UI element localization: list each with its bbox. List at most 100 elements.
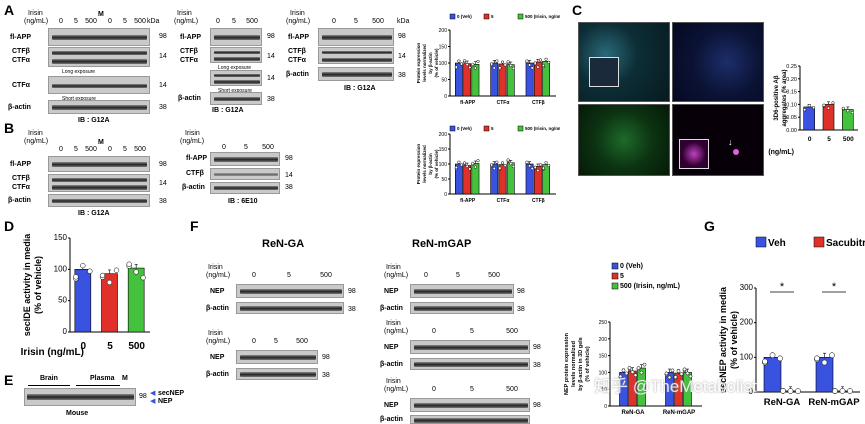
f5-irisin: Irisin [386,378,401,385]
legend-swatch [755,236,767,248]
dose-500: 500 [85,18,97,25]
mw-38: 38 [159,104,167,111]
y-tick-label: 250 [599,320,608,326]
data-point [826,106,831,110]
x-tick-label: CTFβ [532,198,545,204]
x-tick-label: CTFβ [532,100,545,106]
arrow-left-icon: ◀ [150,390,156,397]
data-point [498,166,502,170]
data-point [787,388,794,394]
data-point [685,371,690,376]
data-point [670,368,675,373]
row-ctfa: CTFα [12,57,30,64]
f-renmgap-title: ReN-mGAP [412,238,472,250]
blot-f1-nep [236,284,344,298]
row-a2-ctfb: CTFβ [180,48,198,55]
mw-a3-38: 38 [398,72,406,79]
y-tick-label: 100 [740,352,754,361]
y-tick-label: 0.15 [786,90,797,96]
y-tick-label: 0 [444,192,447,198]
data-point [500,60,505,64]
y-tick-label: 200 [740,318,754,327]
e-plasma: Plasma [90,375,115,382]
caption-a1: IB : G12A [78,117,110,124]
row-a2-actin: β-actin [178,95,201,102]
e-nep: NEP [158,398,173,405]
data-point [822,103,826,107]
f4-d500: 500 [506,328,518,335]
data-point [841,106,845,110]
data-point [457,160,461,164]
x-tick-label: ReN-GA [764,397,801,408]
x-tick-label: ReN-mGAP [808,397,860,408]
y-axis-label: (% of vehicle) [434,48,439,78]
data-point [509,64,513,68]
data-point [492,166,496,171]
f3-d0: 0 [424,272,428,279]
bar [542,164,550,195]
data-point [459,163,464,167]
data-point [688,374,693,379]
e-mouse: Mouse [66,410,89,417]
data-point [673,375,678,379]
b-mw-14: 14 [159,180,167,187]
dose-0d: 0 [332,18,336,25]
data-point [541,166,546,170]
inset-c-merge [589,57,619,87]
data-point [777,355,783,362]
data-point [630,370,635,374]
legend-swatch [449,125,456,132]
data-point [547,60,551,64]
f2-irisin: Irisin [208,330,223,337]
y-axis-label: by β-actin [428,52,433,74]
blot-f5-nep [410,398,530,412]
f3-unit: (ng/mL) [384,272,409,279]
y-tick-label: 50 [58,296,67,305]
f2-actin: β-actin [206,371,229,378]
blot-f3-actin [410,302,514,314]
dose-0c: 0 [216,18,220,25]
data-point [465,63,469,67]
f1-mw98: 98 [348,288,356,295]
irisin-label-3: Irisin [290,10,305,17]
y-tick-label: 50 [441,177,447,183]
panel-label-d: D [4,218,15,234]
x-axis-label-d: Irisin (ng/mL) [21,347,84,358]
data-point [471,161,475,165]
chart-g: 0 100 200 300 secNEP activity in media (% of … [718,236,865,408]
y-tick-label: 150 [54,233,68,242]
b-row-actin: β-actin [8,197,31,204]
x-tick-label: 5 [827,136,831,143]
data-point [490,62,494,66]
data-point [769,352,776,359]
chart-c: 0.00 0.05 0.10 0.15 0.20 0.25 3D6-positive Aβ a… [768,64,858,156]
data-point [544,161,548,165]
data-point [676,369,681,373]
row-a3-ctfb: CTFβ [288,48,306,55]
bar [498,164,507,195]
y-axis-label: 3D6-positive Aβ [774,75,780,120]
data-point [538,163,543,167]
f4-mw98: 98 [533,344,541,351]
blot-a2-flapp [210,28,262,46]
row-a2-ctfa: CTFα [180,57,198,64]
f-renga-title: ReN-GA [262,238,305,250]
blot-a3-ctf [318,47,394,64]
blot-e [24,388,136,406]
y-tick-label: 100 [599,370,608,376]
image-c-dapi [672,22,764,102]
b-dose-500b: 500 [134,146,146,153]
blot-a3-actin [318,67,394,81]
data-point [133,269,139,275]
legend-swatch [449,13,456,20]
y-tick-label: 0.05 [786,115,797,121]
dose-5c: 5 [232,18,236,25]
data-point [762,358,768,365]
y-axis-label: Protein expression [416,143,421,184]
f5-mw98: 98 [533,402,541,409]
b2-mw-38: 38 [285,184,293,191]
f3-mw38: 38 [517,306,525,313]
data-point [839,388,846,394]
legend-label: Veh [768,238,786,249]
x-tick-label: 500 [128,341,145,352]
